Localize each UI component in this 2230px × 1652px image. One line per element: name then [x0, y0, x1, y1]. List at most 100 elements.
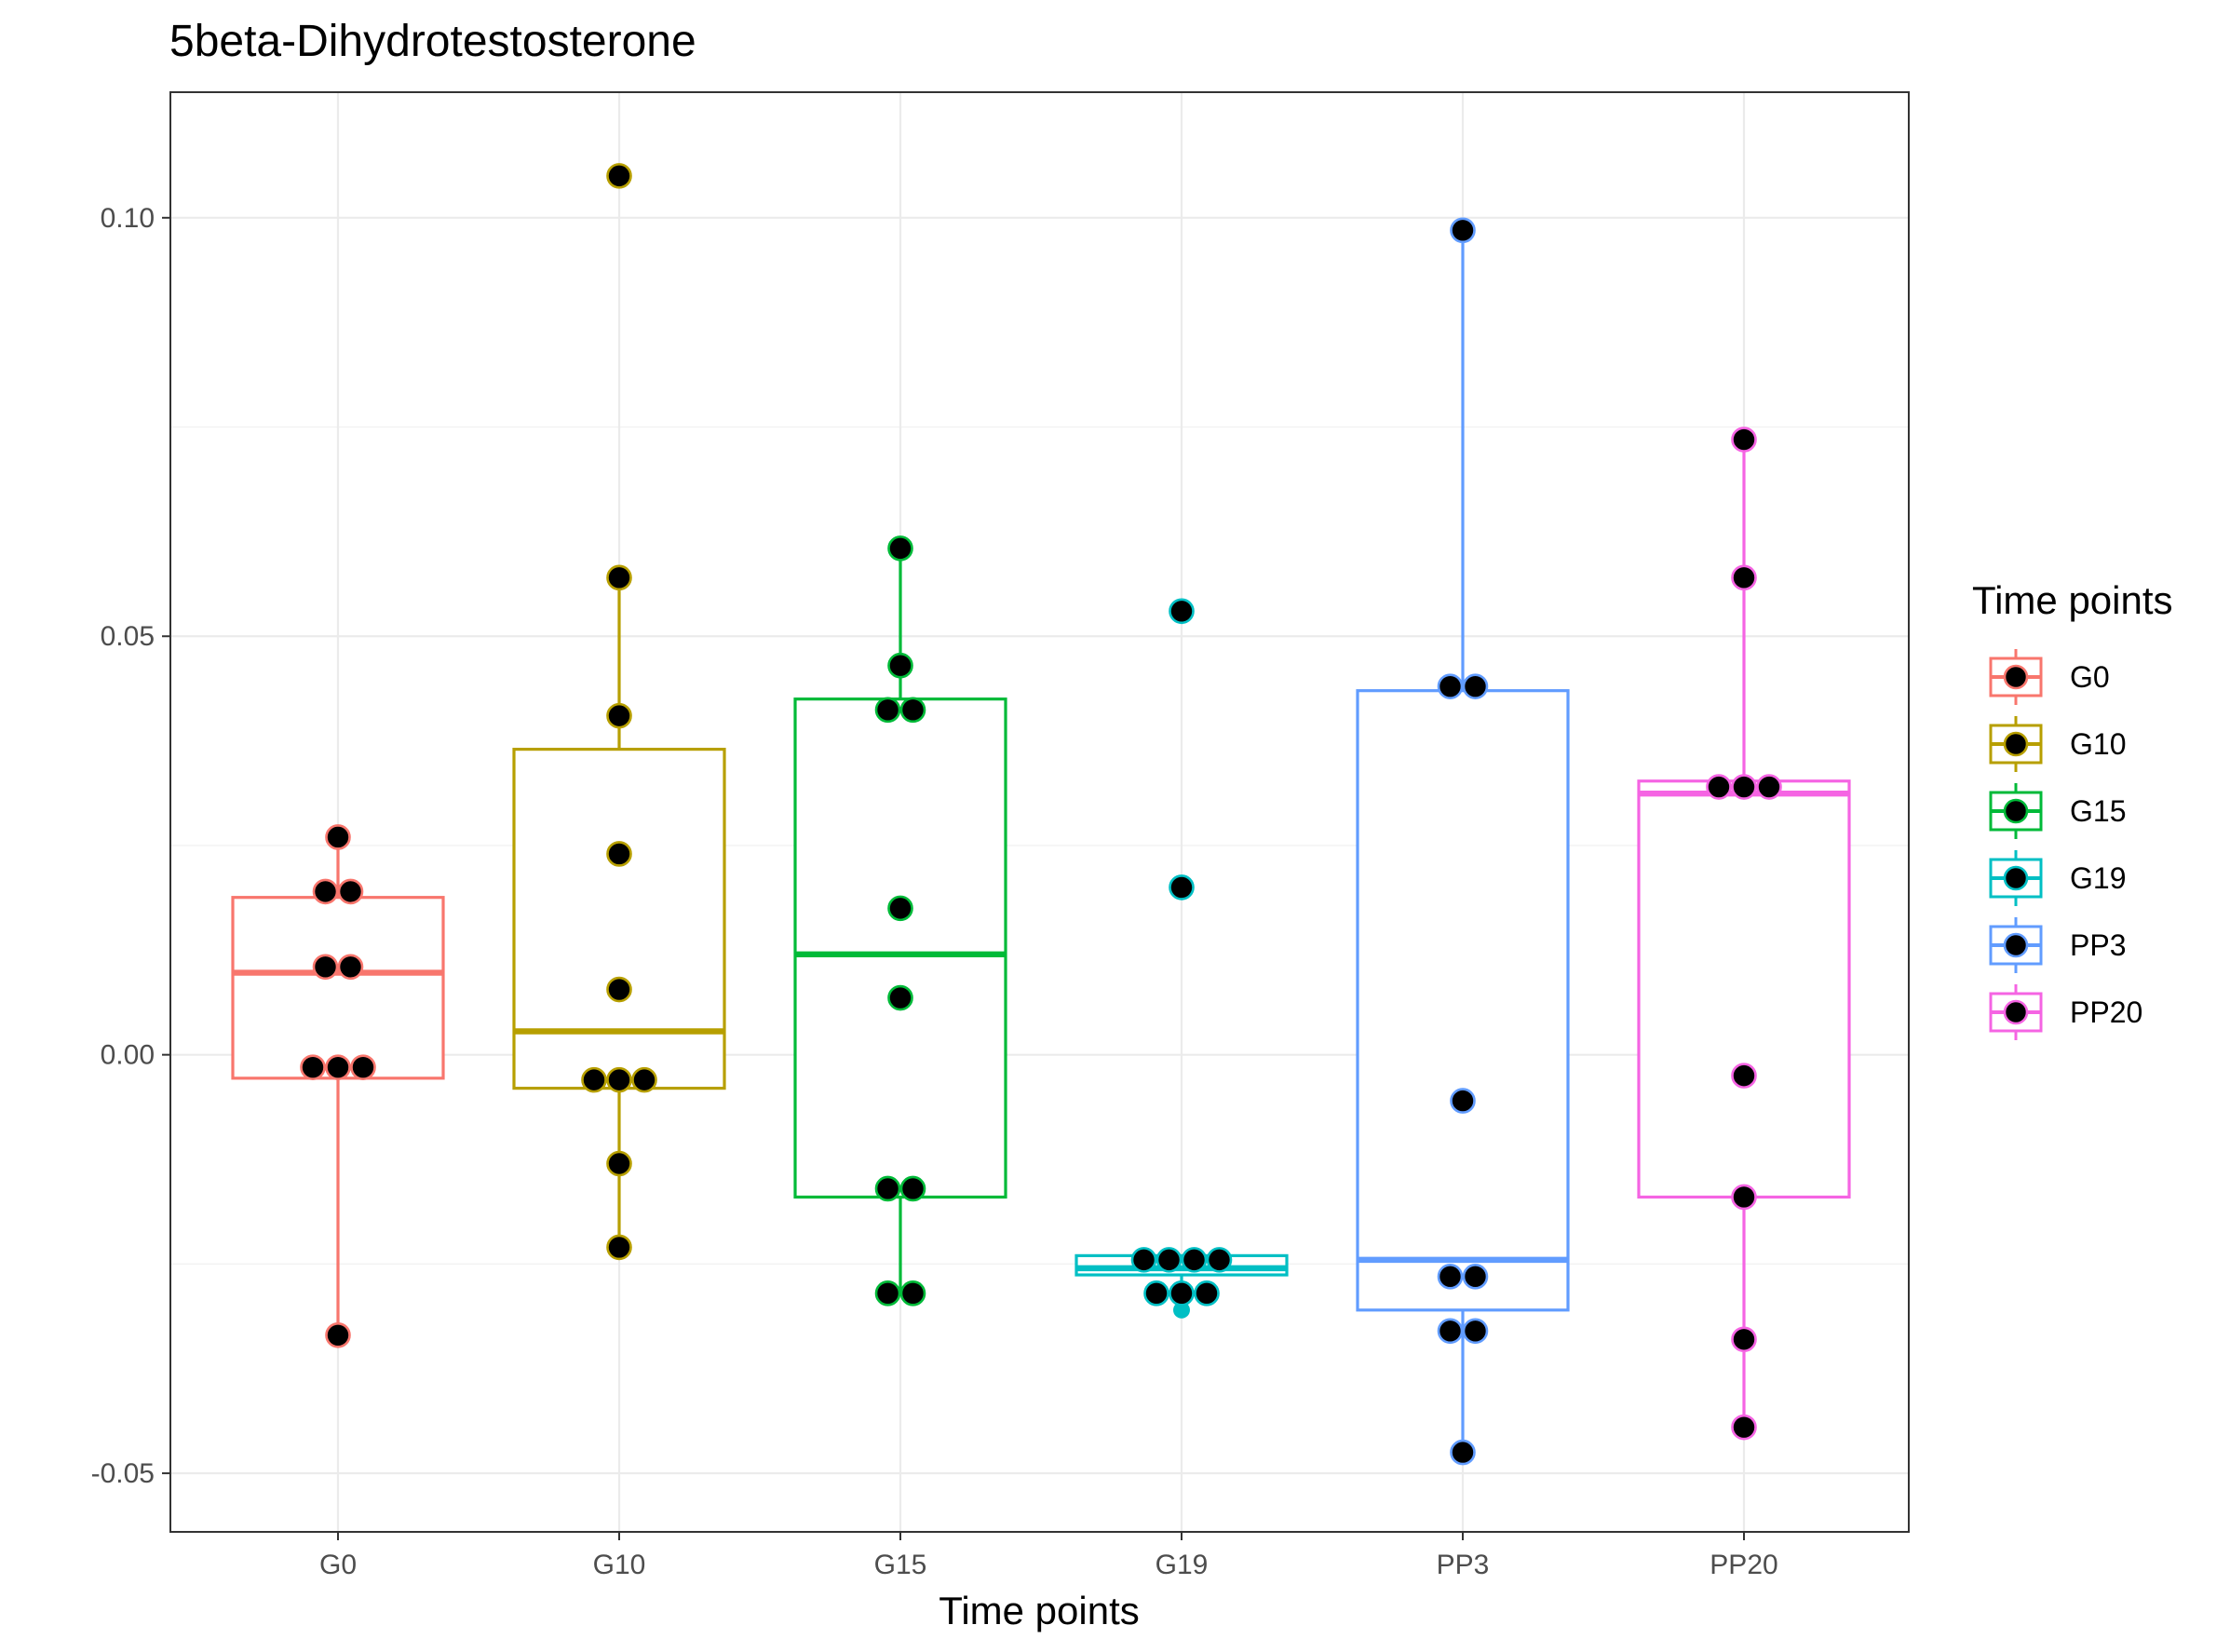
data-point	[1143, 1280, 1169, 1307]
legend-label: G15	[2070, 794, 2126, 828]
legend-label: G0	[2070, 660, 2110, 694]
data-point	[325, 1321, 351, 1348]
data-point	[631, 1066, 657, 1093]
panel-border	[169, 91, 1910, 1533]
data-point	[606, 976, 632, 1003]
data-point	[1731, 774, 1757, 800]
data-point	[325, 824, 351, 850]
data-point	[887, 895, 913, 922]
data-point	[606, 702, 632, 729]
data-point	[606, 564, 632, 591]
outlier-point	[1173, 1301, 1190, 1319]
x-tick-label: G0	[319, 1550, 357, 1580]
legend-item-pp20: PP20	[1989, 984, 2142, 1040]
data-point	[337, 878, 364, 905]
data-point	[887, 652, 913, 679]
data-point	[1437, 1264, 1464, 1290]
legend-key-point	[2003, 999, 2029, 1025]
data-point	[899, 1175, 926, 1202]
data-point	[1756, 774, 1782, 800]
box-body	[793, 697, 1007, 1199]
legend-title: Time points	[1972, 578, 2173, 622]
y-tick-label: 0.00	[101, 1040, 155, 1071]
legend-key-point	[2003, 865, 2029, 891]
data-point	[1169, 598, 1195, 625]
legend-label: G19	[2070, 861, 2126, 895]
y-tick-label: 0.10	[101, 203, 155, 234]
legend-key-point	[2003, 664, 2029, 690]
data-point	[1731, 564, 1757, 591]
data-point	[1130, 1247, 1157, 1273]
box-body	[1356, 689, 1570, 1312]
data-point	[874, 1280, 901, 1307]
data-point	[899, 1280, 926, 1307]
y-tick-label: -0.05	[91, 1458, 155, 1489]
data-point	[1450, 217, 1476, 244]
boxes	[231, 167, 1851, 1453]
data-point	[312, 878, 339, 905]
data-point	[312, 954, 339, 981]
x-axis-title: Time points	[939, 1589, 1140, 1632]
box-g15	[793, 548, 1007, 1293]
data-point	[1156, 1247, 1183, 1273]
data-point	[606, 841, 632, 867]
data-point	[1169, 1280, 1195, 1307]
data-point	[581, 1066, 607, 1093]
data-point	[1169, 874, 1195, 900]
data-point	[874, 1175, 901, 1202]
legend-item-g15: G15	[1989, 783, 2126, 839]
box-g0	[231, 836, 445, 1335]
legend-item-g0: G0	[1989, 649, 2110, 705]
data-point	[1462, 1318, 1489, 1345]
legend-label: PP3	[2070, 928, 2126, 962]
legend-key-point	[2003, 932, 2029, 958]
legend-key-point	[2003, 798, 2029, 824]
data-point	[300, 1054, 326, 1080]
box-body	[231, 896, 445, 1080]
box-body	[512, 747, 726, 1090]
data-point	[1206, 1247, 1233, 1273]
data-point	[1706, 774, 1732, 800]
data-point	[337, 954, 364, 981]
legend-label: PP20	[2070, 995, 2142, 1029]
legend: Time points G0 G10 G15 G19 PP3 PP20	[1972, 578, 2173, 1040]
data-point	[325, 1054, 351, 1080]
data-point	[1181, 1247, 1208, 1273]
legend-key-point	[2003, 731, 2029, 757]
data-point	[899, 697, 926, 724]
x-tick-label: PP20	[1710, 1550, 1777, 1580]
x-tick-label: PP3	[1437, 1550, 1490, 1580]
data-point	[1731, 1414, 1757, 1441]
data-point	[1437, 673, 1464, 699]
y-tick-label: 0.05	[101, 621, 155, 652]
data-point	[1731, 1326, 1757, 1353]
x-tick-label: G15	[874, 1550, 927, 1580]
data-point	[887, 535, 913, 562]
data-point	[1450, 1088, 1476, 1114]
legend-item-g10: G10	[1989, 716, 2126, 772]
data-point	[1194, 1280, 1220, 1307]
data-point	[1462, 673, 1489, 699]
data-point	[606, 1150, 632, 1177]
data-point	[887, 984, 913, 1011]
data-point	[1731, 427, 1757, 453]
data-points	[300, 163, 1782, 1466]
data-point	[606, 163, 632, 189]
data-point	[874, 697, 901, 724]
chart-title: 5beta-Dihydrotestosterone	[169, 17, 696, 66]
data-point	[1437, 1318, 1464, 1345]
box-pp3	[1356, 230, 1570, 1453]
data-point	[606, 1066, 632, 1093]
box-pp20	[1637, 440, 1851, 1428]
x-tick-label: G19	[1156, 1550, 1209, 1580]
data-point	[1462, 1264, 1489, 1290]
data-point	[1450, 1439, 1476, 1466]
box-body	[1637, 779, 1851, 1199]
legend-label: G10	[2070, 727, 2126, 761]
box-g10	[512, 167, 726, 1248]
y-axis: -0.05 0.00 0.05 0.10	[91, 203, 170, 1489]
data-point	[606, 1234, 632, 1261]
x-tick-label: G10	[593, 1550, 646, 1580]
legend-item-pp3: PP3	[1989, 917, 2126, 973]
